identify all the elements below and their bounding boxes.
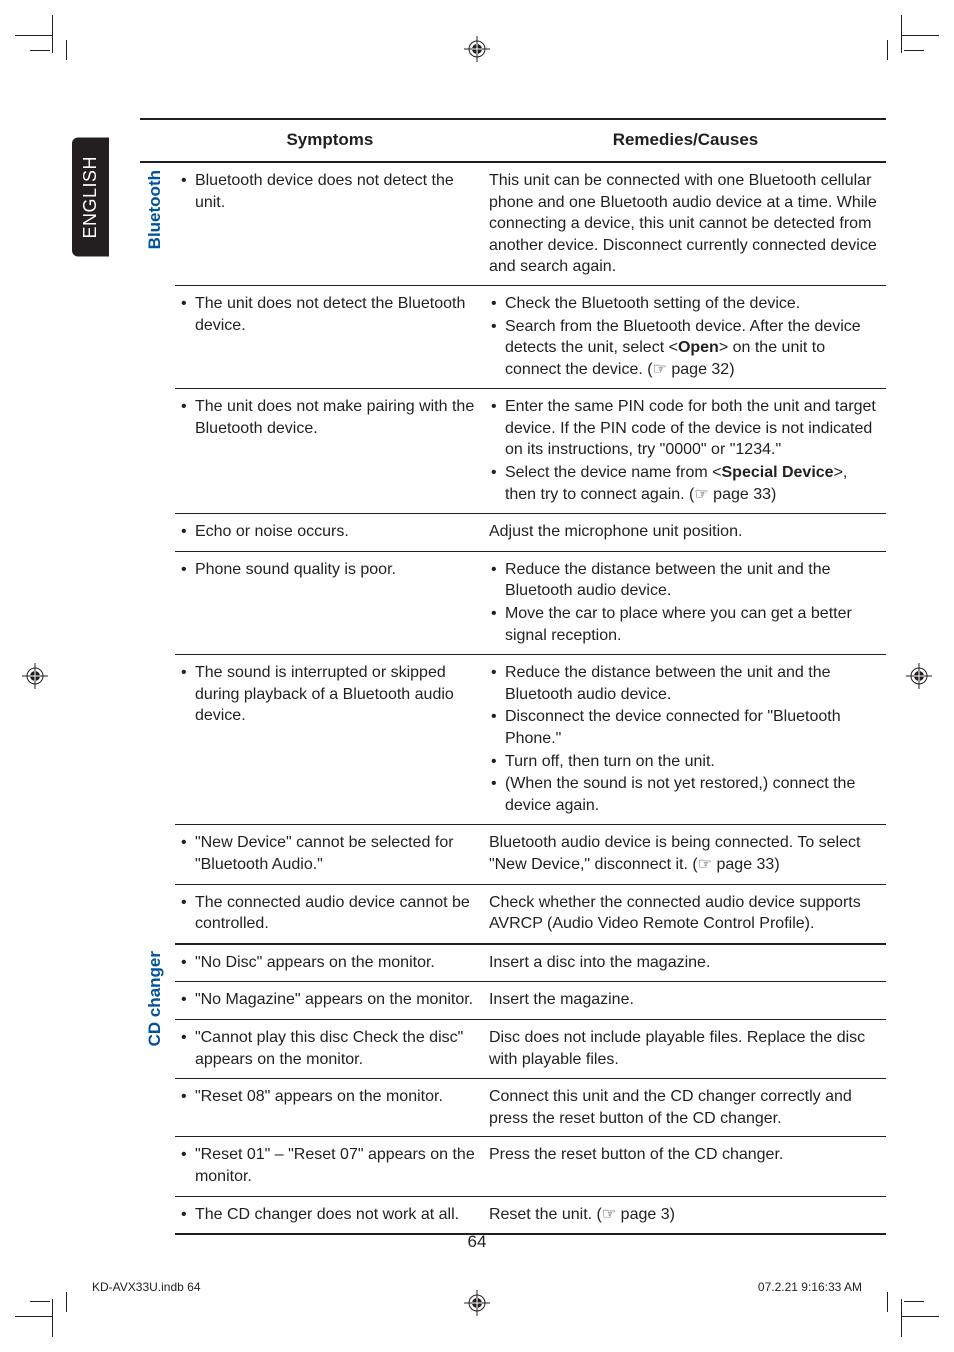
remedy-item: (When the sound is not yet restored,) co…: [505, 773, 878, 816]
remedy-item: Enter the same PIN code for both the uni…: [505, 396, 878, 461]
remedy-cell: This unit can be connected with one Blue…: [485, 162, 886, 285]
symptom-item: "Reset 01" – "Reset 07" appears on the m…: [195, 1144, 477, 1187]
symptom-item: The connected audio device cannot be con…: [195, 892, 477, 935]
page-number: 64: [0, 1232, 954, 1252]
header-remedies: Remedies/Causes: [485, 119, 886, 162]
symptom-cell: "New Device" cannot be selected for "Blu…: [175, 825, 485, 884]
remedy-cell: Press the reset button of the CD changer…: [485, 1137, 886, 1196]
remedy-cell: Insert a disc into the magazine.: [485, 944, 886, 982]
remedy-cell: Enter the same PIN code for both the uni…: [485, 389, 886, 514]
symptom-item: Echo or noise occurs.: [195, 521, 477, 543]
symptom-cell: The CD changer does not work at all.: [175, 1196, 485, 1234]
remedy-cell: Reduce the distance between the unit and…: [485, 551, 886, 654]
registration-mark-icon: [906, 663, 932, 689]
remedy-item: Check the Bluetooth setting of the devic…: [505, 293, 878, 315]
content-area: Symptoms Remedies/Causes Bluetooth Blueto…: [140, 118, 886, 1235]
remedy-cell: Connect this unit and the CD changer cor…: [485, 1079, 886, 1137]
symptom-cell: Bluetooth device does not detect the uni…: [175, 162, 485, 285]
troubleshooting-table: Symptoms Remedies/Causes Bluetooth Blueto…: [140, 118, 886, 1235]
remedy-cell: Insert the magazine.: [485, 982, 886, 1020]
symptom-item: "No Magazine" appears on the monitor.: [195, 989, 477, 1011]
symptom-item: The CD changer does not work at all.: [195, 1204, 477, 1226]
symptom-cell: The connected audio device cannot be con…: [175, 884, 485, 944]
remedy-item: Select the device name from <Special Dev…: [505, 462, 878, 505]
symptom-item: Bluetooth device does not detect the uni…: [195, 170, 477, 213]
symptom-cell: The unit does not make pairing with the …: [175, 389, 485, 514]
footer-timestamp: 07.2.21 9:16:33 AM: [758, 1280, 862, 1294]
symptom-cell: "Cannot play this disc Check the disc" a…: [175, 1019, 485, 1078]
header-symptoms: Symptoms: [175, 119, 485, 162]
symptom-cell: The sound is interrupted or skipped duri…: [175, 655, 485, 825]
symptom-cell: Phone sound quality is poor.: [175, 551, 485, 654]
remedy-item: Reduce the distance between the unit and…: [505, 559, 878, 602]
remedy-cell: Adjust the microphone unit position.: [485, 514, 886, 552]
remedy-item: Turn off, then turn on the unit.: [505, 751, 878, 773]
remedy-cell: Reset the unit. (☞ page 3): [485, 1196, 886, 1234]
remedy-item: Reduce the distance between the unit and…: [505, 662, 878, 705]
remedy-item: Search from the Bluetooth device. After …: [505, 316, 878, 381]
symptom-cell: The unit does not detect the Bluetooth d…: [175, 285, 485, 388]
symptom-item: "Cannot play this disc Check the disc" a…: [195, 1027, 477, 1070]
symptom-item: "No Disc" appears on the monitor.: [195, 952, 477, 974]
symptom-cell: "Reset 08" appears on the monitor.: [175, 1079, 485, 1137]
remedy-cell: Reduce the distance between the unit and…: [485, 655, 886, 825]
symptom-item: "Reset 08" appears on the monitor.: [195, 1086, 477, 1108]
remedy-cell: Check whether the connected audio device…: [485, 884, 886, 944]
registration-mark-icon: [22, 663, 48, 689]
symptom-item: "New Device" cannot be selected for "Blu…: [195, 832, 477, 875]
symptom-cell: "No Magazine" appears on the monitor.: [175, 982, 485, 1020]
symptom-item: The sound is interrupted or skipped duri…: [195, 662, 477, 727]
category-label: Bluetooth: [140, 162, 175, 944]
symptom-item: The unit does not detect the Bluetooth d…: [195, 293, 477, 336]
symptom-cell: "Reset 01" – "Reset 07" appears on the m…: [175, 1137, 485, 1196]
remedy-item: Move the car to place where you can get …: [505, 603, 878, 646]
symptom-item: Phone sound quality is poor.: [195, 559, 477, 581]
print-footer: KD-AVX33U.indb 64 07.2.21 9:16:33 AM: [92, 1280, 862, 1294]
category-label: CD changer: [140, 944, 175, 1234]
remedy-cell: Check the Bluetooth setting of the devic…: [485, 285, 886, 388]
symptom-item: The unit does not make pairing with the …: [195, 396, 477, 439]
symptom-cell: Echo or noise occurs.: [175, 514, 485, 552]
remedy-item: Disconnect the device connected for "Blu…: [505, 706, 878, 749]
language-tab: ENGLISH: [72, 138, 109, 257]
symptom-cell: "No Disc" appears on the monitor.: [175, 944, 485, 982]
footer-file: KD-AVX33U.indb 64: [92, 1280, 201, 1294]
remedy-cell: Bluetooth audio device is being connecte…: [485, 825, 886, 884]
registration-mark-icon: [464, 36, 490, 62]
remedy-cell: Disc does not include playable files. Re…: [485, 1019, 886, 1078]
